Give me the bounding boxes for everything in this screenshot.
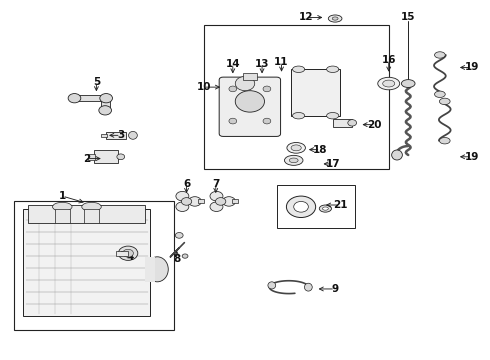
Bar (101, 100, 110, 111)
Ellipse shape (100, 94, 113, 103)
Ellipse shape (332, 17, 338, 20)
Ellipse shape (440, 98, 450, 105)
Ellipse shape (287, 143, 305, 153)
Ellipse shape (68, 94, 81, 103)
Text: 10: 10 (196, 82, 211, 92)
Text: 11: 11 (274, 57, 289, 67)
Ellipse shape (128, 131, 137, 139)
Text: 12: 12 (298, 13, 313, 22)
Circle shape (229, 118, 237, 124)
Bar (101, 134, 107, 137)
Bar (84, 208, 99, 223)
Ellipse shape (392, 150, 402, 160)
Text: 19: 19 (465, 63, 479, 72)
Text: 17: 17 (325, 159, 340, 169)
Text: 5: 5 (93, 77, 100, 87)
Text: 16: 16 (382, 55, 396, 65)
Bar (28, 205, 145, 223)
Text: 8: 8 (173, 253, 180, 264)
Ellipse shape (440, 138, 450, 144)
Text: 13: 13 (255, 59, 270, 69)
Text: 3: 3 (117, 130, 124, 140)
Ellipse shape (118, 246, 138, 260)
Ellipse shape (293, 112, 305, 119)
Ellipse shape (322, 207, 328, 210)
Bar (116, 251, 128, 256)
Ellipse shape (401, 80, 415, 87)
Circle shape (263, 86, 271, 92)
Circle shape (294, 202, 308, 212)
Bar (277, 185, 355, 228)
Ellipse shape (328, 15, 342, 22)
Ellipse shape (327, 112, 339, 119)
Ellipse shape (435, 52, 445, 58)
Ellipse shape (182, 254, 188, 258)
Text: 7: 7 (212, 179, 220, 189)
Text: 18: 18 (313, 145, 328, 155)
Text: 20: 20 (367, 120, 381, 130)
Ellipse shape (222, 197, 236, 206)
Ellipse shape (176, 192, 189, 201)
Bar (14, 202, 174, 330)
Bar (24, 208, 150, 316)
Bar (232, 199, 238, 203)
Bar (243, 73, 257, 80)
Ellipse shape (435, 91, 445, 98)
Ellipse shape (285, 156, 303, 165)
Text: 1: 1 (59, 191, 66, 201)
Text: 9: 9 (332, 284, 339, 294)
Ellipse shape (304, 283, 312, 291)
Ellipse shape (175, 233, 183, 238)
Circle shape (229, 86, 237, 92)
Text: 21: 21 (333, 200, 347, 210)
Circle shape (287, 196, 316, 217)
Ellipse shape (99, 106, 112, 115)
Ellipse shape (176, 202, 189, 211)
Text: 2: 2 (83, 154, 90, 163)
Ellipse shape (268, 282, 276, 289)
Text: 15: 15 (401, 13, 416, 22)
Bar (145, 257, 155, 282)
Ellipse shape (117, 154, 124, 159)
Text: 14: 14 (225, 59, 240, 69)
Circle shape (235, 76, 255, 91)
Bar (333, 118, 352, 127)
Ellipse shape (293, 66, 305, 72)
Bar (203, 24, 389, 169)
Ellipse shape (188, 197, 201, 206)
Bar (106, 132, 125, 139)
Ellipse shape (122, 249, 133, 257)
Bar (94, 150, 118, 163)
Circle shape (216, 198, 226, 205)
Ellipse shape (319, 205, 331, 212)
Ellipse shape (378, 77, 400, 90)
Ellipse shape (327, 66, 339, 72)
Circle shape (263, 118, 271, 124)
Ellipse shape (147, 257, 168, 282)
Ellipse shape (383, 80, 395, 87)
Bar (88, 154, 95, 159)
Ellipse shape (52, 202, 72, 211)
Bar (74, 95, 106, 102)
Ellipse shape (348, 120, 357, 126)
Ellipse shape (289, 158, 298, 163)
Circle shape (235, 91, 265, 112)
Ellipse shape (210, 202, 223, 211)
Text: 4: 4 (127, 252, 134, 262)
Circle shape (181, 198, 192, 205)
Text: 6: 6 (183, 179, 190, 189)
FancyBboxPatch shape (219, 77, 281, 136)
Bar (55, 208, 70, 223)
Bar (197, 199, 204, 203)
Ellipse shape (291, 145, 301, 151)
Bar (291, 69, 340, 116)
Ellipse shape (210, 192, 223, 201)
Text: 19: 19 (465, 152, 479, 162)
Ellipse shape (82, 202, 101, 211)
